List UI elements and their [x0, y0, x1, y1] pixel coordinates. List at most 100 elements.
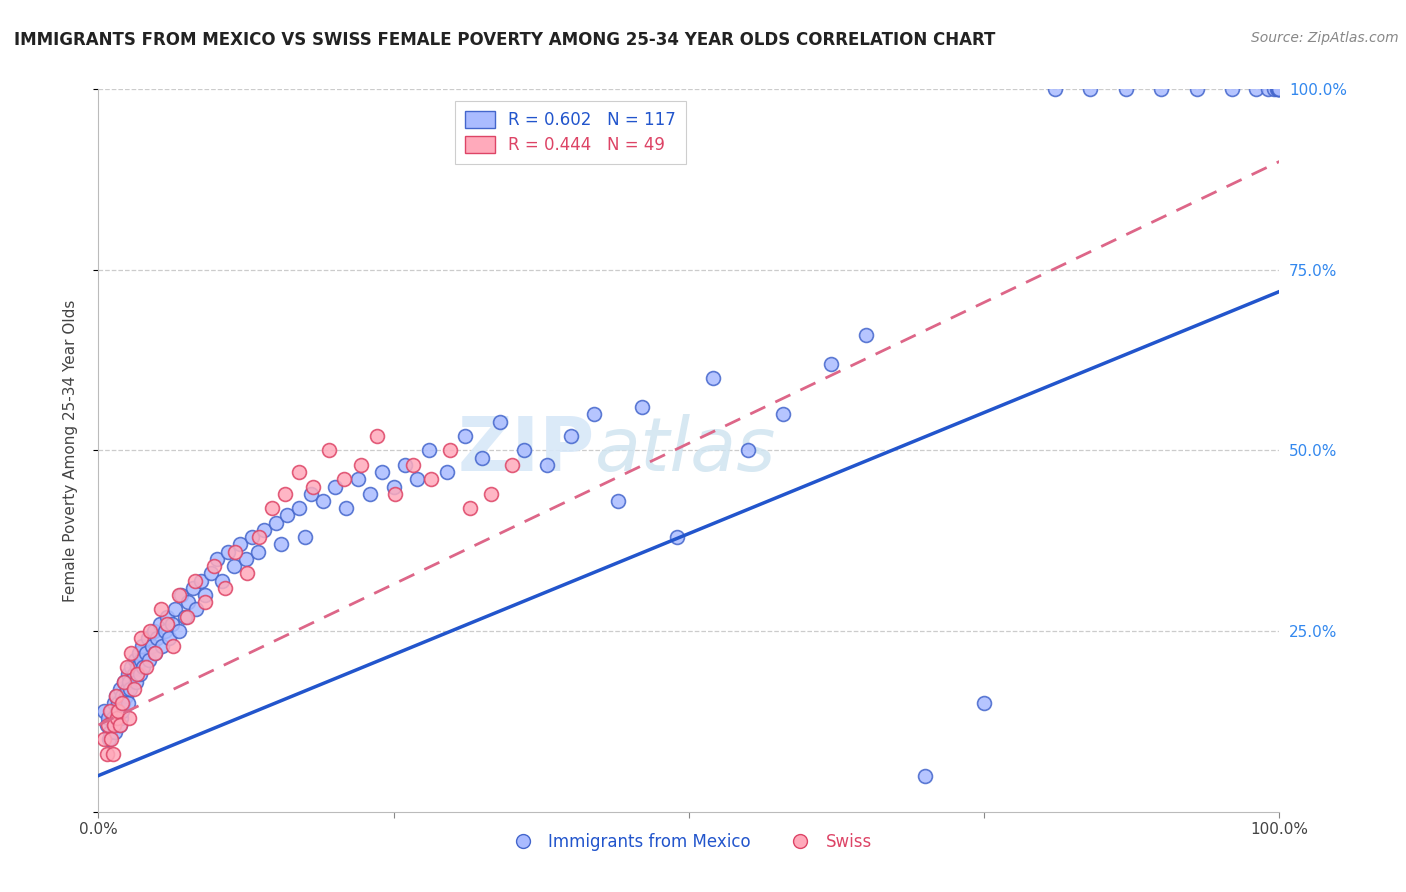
Point: [93, 732, 115, 747]
Point: [111, 696, 134, 710]
Point: [439, 443, 461, 458]
Point: [274, 487, 297, 501]
Point: [1150, 82, 1173, 96]
Point: [820, 357, 842, 371]
Point: [333, 472, 356, 486]
Point: [366, 429, 388, 443]
Point: [1268, 82, 1291, 96]
Point: [453, 429, 475, 443]
Point: [347, 472, 370, 486]
Point: [122, 667, 145, 681]
Point: [394, 458, 416, 472]
Point: [471, 450, 494, 465]
Point: [117, 667, 139, 681]
Point: [184, 574, 207, 588]
Point: [276, 508, 298, 523]
Point: [150, 639, 173, 653]
Point: [177, 595, 200, 609]
Point: [205, 551, 228, 566]
Point: [118, 711, 141, 725]
Point: [176, 609, 198, 624]
Point: [489, 415, 512, 429]
Point: [125, 674, 148, 689]
Point: [111, 689, 134, 703]
Point: [200, 566, 222, 581]
Point: [384, 487, 406, 501]
Point: [162, 639, 184, 653]
Point: [105, 704, 128, 718]
Point: [512, 443, 534, 458]
Text: atlas: atlas: [595, 415, 776, 486]
Point: [260, 501, 283, 516]
Point: [101, 747, 124, 761]
Point: [107, 696, 129, 710]
Point: [247, 530, 270, 544]
Point: [104, 725, 127, 739]
Point: [406, 472, 429, 486]
Point: [1220, 82, 1243, 96]
Point: [100, 732, 122, 747]
Point: [1043, 82, 1066, 96]
Point: [536, 458, 558, 472]
Point: [436, 465, 458, 479]
Point: [139, 624, 162, 639]
Point: [110, 711, 132, 725]
Point: [1244, 82, 1267, 96]
Point: [127, 660, 149, 674]
Point: [108, 718, 131, 732]
Point: [418, 443, 440, 458]
Point: [1080, 82, 1102, 96]
Point: [288, 501, 311, 516]
Point: [111, 704, 134, 718]
Point: [630, 400, 652, 414]
Point: [236, 566, 259, 581]
Point: [121, 660, 143, 674]
Point: [122, 681, 145, 696]
Y-axis label: Female Poverty Among 25-34 Year Olds: Female Poverty Among 25-34 Year Olds: [63, 300, 77, 601]
Point: [135, 646, 157, 660]
Point: [202, 559, 225, 574]
Point: [114, 689, 136, 703]
Point: [737, 443, 759, 458]
Point: [112, 674, 135, 689]
Point: [214, 581, 236, 595]
Point: [146, 632, 169, 646]
Point: [120, 681, 142, 696]
Point: [108, 718, 131, 732]
Point: [211, 574, 233, 588]
Point: [772, 407, 794, 421]
Point: [149, 616, 172, 631]
Point: [150, 602, 173, 616]
Point: [217, 544, 239, 558]
Point: [98, 732, 121, 747]
Point: [98, 704, 121, 718]
Point: [97, 718, 120, 732]
Point: [107, 704, 129, 718]
Point: [112, 674, 135, 689]
Point: [93, 704, 115, 718]
Point: [973, 696, 995, 710]
Point: [302, 480, 325, 494]
Point: [115, 660, 138, 674]
Point: [1257, 82, 1279, 96]
Point: [359, 487, 381, 501]
Point: [143, 646, 166, 660]
Point: [108, 681, 131, 696]
Point: [103, 696, 125, 710]
Point: [153, 624, 176, 639]
Point: [167, 588, 190, 602]
Point: [117, 696, 139, 710]
Point: [479, 487, 502, 501]
Point: [294, 530, 316, 544]
Point: [224, 559, 246, 574]
Point: [371, 465, 394, 479]
Point: [1265, 82, 1288, 96]
Point: [560, 429, 582, 443]
Point: [156, 609, 179, 624]
Point: [101, 711, 124, 725]
Point: [127, 667, 149, 681]
Point: [124, 653, 146, 667]
Point: [401, 458, 423, 472]
Point: [702, 371, 724, 385]
Point: [103, 718, 125, 732]
